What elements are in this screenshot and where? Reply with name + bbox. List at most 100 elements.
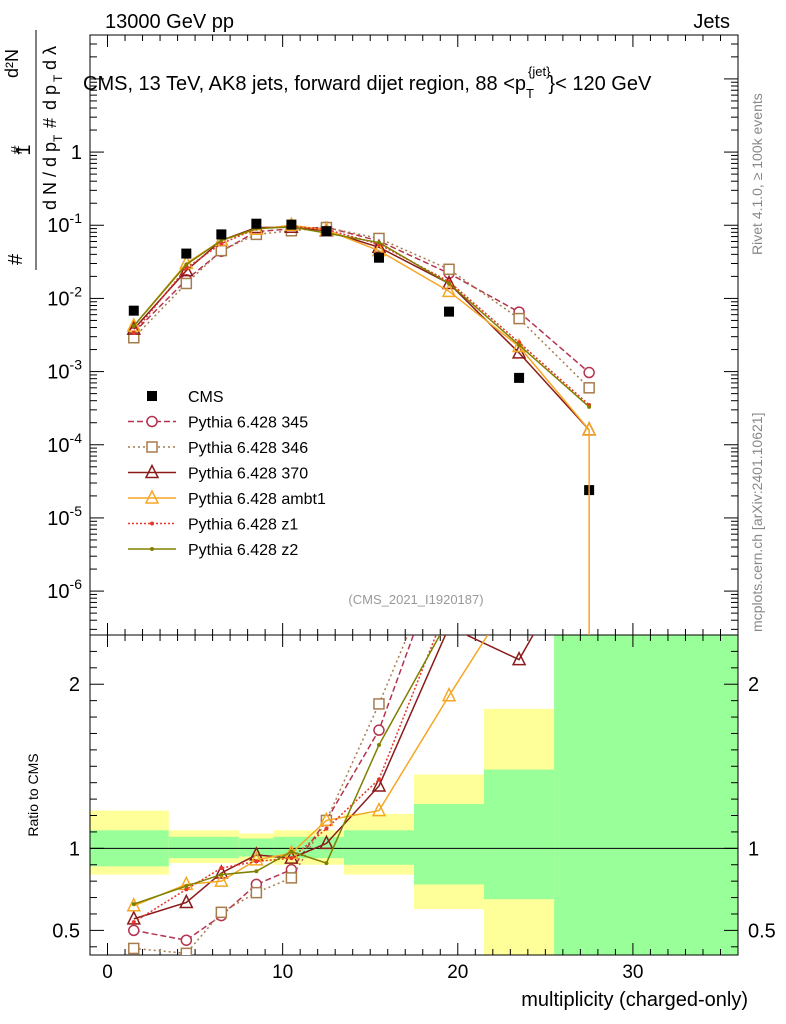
- data-point-dot: [324, 826, 329, 831]
- data-point-triangle: [179, 261, 194, 277]
- ratio-band-green: [414, 804, 485, 885]
- data-point-triangle: [284, 849, 299, 864]
- data-point-dot: [587, 404, 592, 409]
- header-left: 13000 GeV pp: [105, 11, 234, 33]
- legend-label: Pythia 6.428 z2: [188, 542, 298, 559]
- data-point-dot: [447, 281, 452, 286]
- data-point-circle: [180, 934, 193, 946]
- main-plot-series: [126, 216, 597, 635]
- data-point-square: [444, 532, 454, 542]
- data-point-circle: [146, 415, 158, 428]
- ratio-y-tick-label-right: 1: [748, 838, 759, 860]
- ratio-y-tick-label-right: 0.5: [748, 920, 776, 942]
- data-point-dot: [184, 262, 189, 267]
- data-point-circle: [514, 532, 524, 542]
- cms-data-point: [286, 219, 297, 230]
- data-point-triangle: [144, 489, 160, 504]
- data-point-dot: [517, 343, 522, 348]
- data-point-dot: [219, 866, 224, 871]
- data-point-dot: [376, 742, 381, 747]
- data-point-triangle: [371, 801, 387, 817]
- data-point-dot: [376, 777, 381, 782]
- svg-text:#: #: [5, 253, 27, 265]
- data-point-dot: [289, 849, 294, 854]
- analysis-id: (CMS_2021_I1920187): [348, 592, 483, 607]
- header-right: Jets: [693, 11, 730, 33]
- data-point-square: [180, 947, 193, 955]
- legend-label: Pythia 6.428 z1: [188, 517, 298, 534]
- ratio-band-green: [168, 836, 239, 859]
- ratio-plot-frame: 0 10 20 30 0.5 0.5 1 1 2 2: [52, 634, 776, 983]
- cms-data-point: [321, 226, 332, 237]
- rivet-label: Rivet 4.1.0, ≥ 100k events: [749, 93, 765, 255]
- data-point-dot: [219, 872, 224, 877]
- data-point-circle: [583, 366, 595, 379]
- ratio-band-green: [484, 769, 555, 900]
- data-point-square: [215, 906, 228, 919]
- cms-data-point: [251, 218, 262, 229]
- series-line: [133, 226, 590, 389]
- data-point-triangle: [511, 650, 527, 666]
- cms-data-point: [444, 306, 455, 317]
- chart-title-sub: T: [526, 86, 534, 101]
- cms-data-point: [181, 248, 192, 259]
- data-point-square: [128, 942, 140, 955]
- ratio-series-line: [133, 635, 441, 905]
- data-point-triangle: [319, 834, 334, 850]
- legend-label: Pythia 6.428 345: [188, 415, 308, 432]
- data-point-triangle: [249, 851, 264, 866]
- ratio-band-green: [343, 830, 414, 865]
- svg-text:#: #: [9, 145, 26, 154]
- data-point-dot: [376, 240, 381, 245]
- x-axis-label: multiplicity (charged-only): [521, 989, 748, 1011]
- data-point-dot: [150, 547, 154, 551]
- data-point-circle: [444, 532, 454, 542]
- data-point-triangle: [441, 282, 457, 298]
- ratio-y-tick-label: 2: [69, 674, 80, 696]
- ratio-series-line: [133, 635, 415, 942]
- data-point-square: [514, 532, 524, 542]
- legend-label: Pythia 6.428 346: [188, 440, 308, 457]
- chart-title: CMS, 13 TeV, AK8 jets, forward dijet reg…: [83, 64, 652, 101]
- svg-text:1: 1: [13, 144, 35, 155]
- ratio-series-line: [133, 635, 489, 907]
- data-point-triangle: [443, 620, 455, 632]
- main-y-label: 1 # # d N / d p T # d p T d λ d²N: [2, 30, 65, 270]
- data-point-dot: [184, 887, 189, 892]
- cms-data-point: [514, 372, 525, 383]
- data-point-dot: [289, 856, 294, 861]
- y-tick-label: 10-2: [47, 283, 82, 310]
- y-tick-label: 10-3: [47, 357, 82, 384]
- data-point-square: [180, 277, 193, 290]
- cms-data-point: [373, 252, 384, 263]
- data-point-triangle: [179, 893, 194, 909]
- cms-data-point: [216, 229, 227, 240]
- legend-label: Pythia 6.428 370: [188, 466, 308, 483]
- data-point-dot: [131, 323, 136, 328]
- svg-text:d p: d p: [40, 85, 60, 110]
- x-tick-label: 0: [102, 962, 113, 983]
- ratio-y-label: Ratio to CMS: [25, 753, 41, 836]
- ratio-uncertainty-bands: [90, 635, 738, 955]
- data-point-triangle: [371, 777, 387, 792]
- data-point-dot: [219, 238, 224, 243]
- data-point-dot: [131, 920, 136, 925]
- y-tick-label: 1: [71, 142, 82, 164]
- main-plot-frame: 10-6 10-5 10-4 10-3 10-2 10-1 1: [47, 34, 739, 647]
- data-point-triangle: [214, 872, 229, 887]
- data-point-dot: [254, 869, 259, 874]
- svg-text:#: #: [40, 118, 60, 128]
- chart-title-tail: }< 120 GeV: [548, 73, 652, 95]
- legend-label: Pythia 6.428 ambt1: [188, 491, 326, 508]
- y-tick-label: 10-6: [47, 576, 82, 603]
- data-point-circle: [373, 724, 385, 736]
- data-point-dot: [517, 535, 521, 539]
- data-point-triangle: [214, 864, 229, 879]
- svg-text:d λ: d λ: [40, 46, 60, 70]
- data-point-triangle: [144, 463, 160, 479]
- data-point-triangle: [126, 897, 141, 912]
- data-point-square: [373, 698, 385, 710]
- ratio-y-tick-label-right: 2: [748, 674, 759, 696]
- ratio-y-tick-label: 1: [69, 838, 80, 860]
